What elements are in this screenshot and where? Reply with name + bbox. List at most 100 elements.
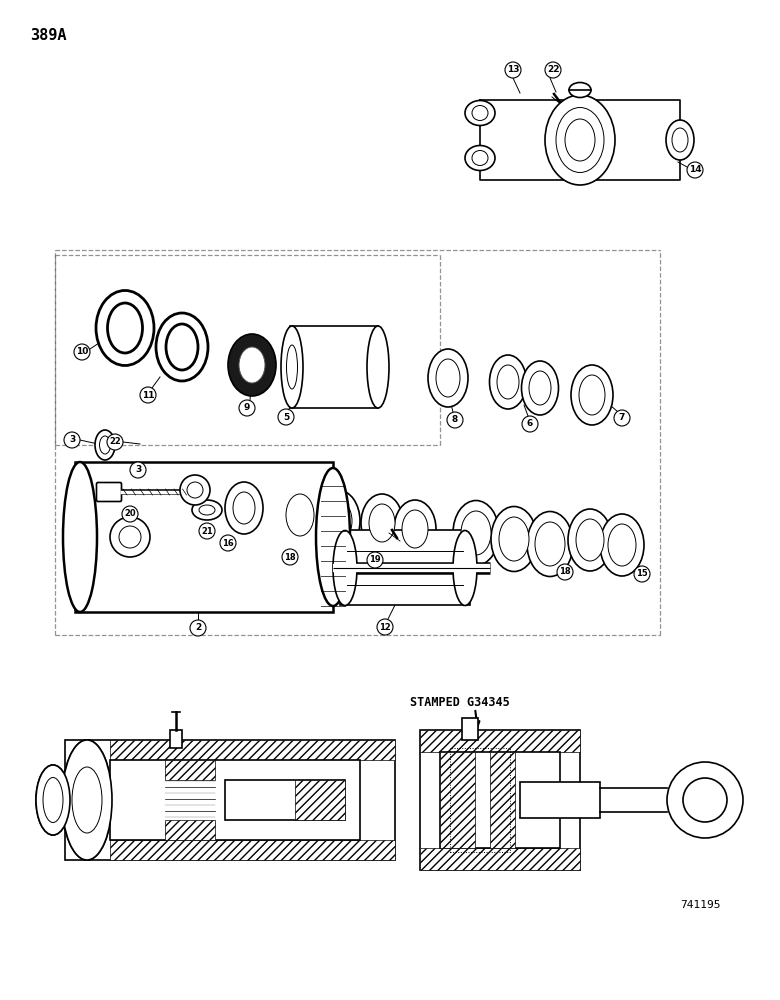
Ellipse shape <box>497 365 519 399</box>
Bar <box>420 848 580 870</box>
Text: 9: 9 <box>244 403 250 412</box>
Circle shape <box>74 344 90 360</box>
Ellipse shape <box>166 324 198 370</box>
Bar <box>490 752 515 848</box>
Text: 18: 18 <box>284 552 296 562</box>
Ellipse shape <box>316 468 350 606</box>
Text: 18: 18 <box>559 568 571 576</box>
Ellipse shape <box>453 500 499 566</box>
Ellipse shape <box>579 375 605 415</box>
Ellipse shape <box>324 500 352 542</box>
Ellipse shape <box>228 334 276 396</box>
Ellipse shape <box>453 530 477 605</box>
Ellipse shape <box>225 482 263 534</box>
Ellipse shape <box>233 492 255 524</box>
Text: 8: 8 <box>452 416 458 424</box>
Circle shape <box>687 162 703 178</box>
Ellipse shape <box>367 326 389 408</box>
Ellipse shape <box>316 490 360 552</box>
Ellipse shape <box>239 347 265 383</box>
Text: 3: 3 <box>135 466 141 475</box>
Ellipse shape <box>608 524 636 566</box>
Ellipse shape <box>491 506 537 572</box>
Circle shape <box>367 552 383 568</box>
Ellipse shape <box>465 101 495 125</box>
Ellipse shape <box>571 365 613 425</box>
Ellipse shape <box>36 765 70 835</box>
Bar <box>340 530 470 605</box>
Ellipse shape <box>402 510 428 548</box>
Text: 7: 7 <box>619 414 626 422</box>
Circle shape <box>614 410 630 426</box>
Circle shape <box>180 475 210 505</box>
Bar <box>290 326 378 408</box>
Circle shape <box>557 564 573 580</box>
Bar <box>420 730 580 870</box>
Ellipse shape <box>428 349 468 407</box>
Bar <box>65 740 395 860</box>
Ellipse shape <box>527 512 573 576</box>
Ellipse shape <box>568 509 612 571</box>
Circle shape <box>377 619 393 635</box>
Circle shape <box>190 620 206 636</box>
Ellipse shape <box>192 500 222 520</box>
Text: 16: 16 <box>222 538 234 548</box>
Circle shape <box>634 566 650 582</box>
Text: 6: 6 <box>526 420 533 428</box>
Text: 3: 3 <box>69 436 75 444</box>
Ellipse shape <box>490 355 526 409</box>
Ellipse shape <box>461 511 491 555</box>
Circle shape <box>140 387 156 403</box>
Text: 11: 11 <box>142 390 154 399</box>
Ellipse shape <box>281 326 303 408</box>
Text: 22: 22 <box>547 66 559 75</box>
Text: 389A: 389A <box>30 28 66 43</box>
Ellipse shape <box>545 95 615 185</box>
Ellipse shape <box>361 494 403 552</box>
Text: 15: 15 <box>636 570 648 578</box>
Ellipse shape <box>286 494 314 536</box>
Bar <box>165 760 215 780</box>
Circle shape <box>545 62 561 78</box>
Ellipse shape <box>569 83 591 98</box>
FancyBboxPatch shape <box>97 483 122 502</box>
Bar <box>450 748 510 852</box>
Bar <box>170 730 182 748</box>
Text: 21: 21 <box>201 526 213 536</box>
Text: 2: 2 <box>195 624 201 633</box>
Bar <box>110 840 395 860</box>
Ellipse shape <box>96 290 154 365</box>
Circle shape <box>522 416 538 432</box>
Text: 13: 13 <box>507 66 519 75</box>
Bar <box>440 752 560 848</box>
Ellipse shape <box>499 517 529 561</box>
Bar <box>110 740 395 760</box>
Circle shape <box>239 400 255 416</box>
Polygon shape <box>480 100 680 180</box>
Text: 22: 22 <box>109 438 121 446</box>
Circle shape <box>130 462 146 478</box>
Circle shape <box>64 432 80 448</box>
Circle shape <box>110 517 150 557</box>
Text: 741195: 741195 <box>680 900 721 910</box>
Bar <box>110 760 360 840</box>
Bar <box>462 718 478 740</box>
Text: 12: 12 <box>379 622 391 632</box>
Ellipse shape <box>108 303 143 353</box>
Ellipse shape <box>436 359 460 397</box>
Text: 14: 14 <box>689 165 701 174</box>
Ellipse shape <box>72 767 102 833</box>
Bar <box>520 782 600 818</box>
Polygon shape <box>600 788 667 812</box>
Ellipse shape <box>576 519 604 561</box>
Ellipse shape <box>529 371 551 405</box>
Ellipse shape <box>465 145 495 170</box>
Ellipse shape <box>62 740 112 860</box>
Bar <box>295 780 345 820</box>
Circle shape <box>122 506 138 522</box>
Ellipse shape <box>535 522 565 566</box>
Ellipse shape <box>556 107 604 172</box>
Bar <box>440 752 475 848</box>
Circle shape <box>220 535 236 551</box>
Ellipse shape <box>199 505 215 515</box>
